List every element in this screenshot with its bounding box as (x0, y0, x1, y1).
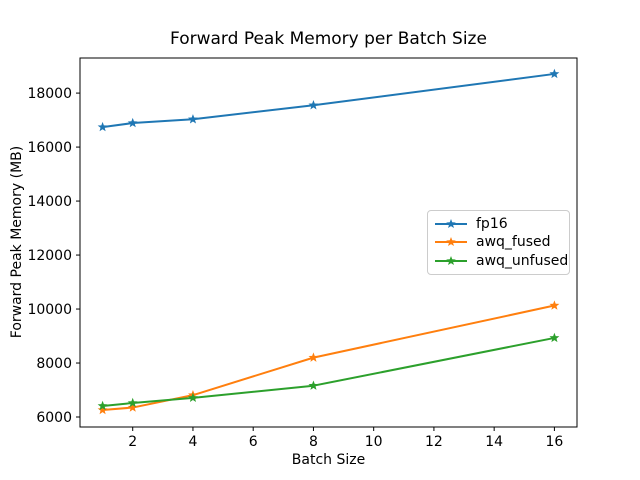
plot-border (79, 57, 578, 428)
x-tick-label: 4 (188, 434, 197, 450)
x-tick-label: 6 (249, 434, 258, 450)
y-tick-label: 6000 (36, 410, 72, 426)
legend-item-awq-unfused: awq_unfused (434, 252, 568, 270)
x-tick-label: 2 (128, 434, 137, 450)
x-tick-label: 8 (309, 434, 318, 450)
marker-awq_fused (308, 352, 319, 362)
legend-swatch-awq-unfused (435, 255, 467, 265)
y-tick-label: 8000 (36, 356, 72, 372)
y-tick-label: 18000 (27, 86, 72, 102)
y-axis-label: Forward Peak Memory (MB) (9, 145, 25, 339)
series-line-fp16 (102, 72, 555, 129)
x-tick-label: 12 (425, 434, 443, 450)
marker-fp16 (549, 68, 560, 79)
marker-fp16 (188, 114, 198, 124)
y-tick-label: 14000 (27, 194, 72, 210)
legend-star-icon (446, 255, 456, 265)
x-tick-label: 10 (365, 434, 383, 450)
marker-awq_unfused (188, 392, 198, 403)
legend-label-awq-fused: awq_fused (476, 234, 551, 251)
series-line-awq_unfused (102, 336, 555, 407)
y-tick-label: 16000 (27, 140, 72, 156)
legend-item-awq-fused: awq_fused (434, 233, 563, 251)
legend-item-fp16: fp16 (434, 215, 563, 233)
legend-label-awq-unfused: awq_unfused (476, 252, 569, 269)
legend-label-fp16: fp16 (476, 216, 508, 233)
marker-awq_unfused (127, 397, 138, 408)
x-tick-label: 14 (485, 434, 503, 450)
x-axis-label: Batch Size (291, 452, 366, 468)
legend-swatch-fp16 (435, 219, 467, 229)
chart-title: Forward Peak Memory per Batch Size (170, 29, 487, 49)
x-tick-label: 16 (545, 434, 563, 450)
marker-awq_fused (549, 300, 560, 310)
y-tick-label: 10000 (27, 302, 72, 318)
marker-fp16 (127, 117, 138, 128)
legend: fp16 awq_fused awq_unfused (427, 210, 570, 275)
y-tick-label: 12000 (27, 248, 72, 264)
marker-awq_fused (127, 402, 138, 412)
marker-fp16 (97, 121, 108, 132)
legend-star-icon (446, 237, 456, 247)
marker-awq_fused (97, 404, 108, 415)
marker-fp16 (308, 100, 319, 110)
marker-awq_unfused (308, 380, 319, 390)
legend-swatch-awq-fused (435, 237, 467, 247)
marker-awq_unfused (97, 400, 108, 411)
series-line-awq_fused (102, 304, 555, 411)
legend-star-icon (446, 219, 456, 229)
marker-awq_unfused (549, 332, 560, 343)
